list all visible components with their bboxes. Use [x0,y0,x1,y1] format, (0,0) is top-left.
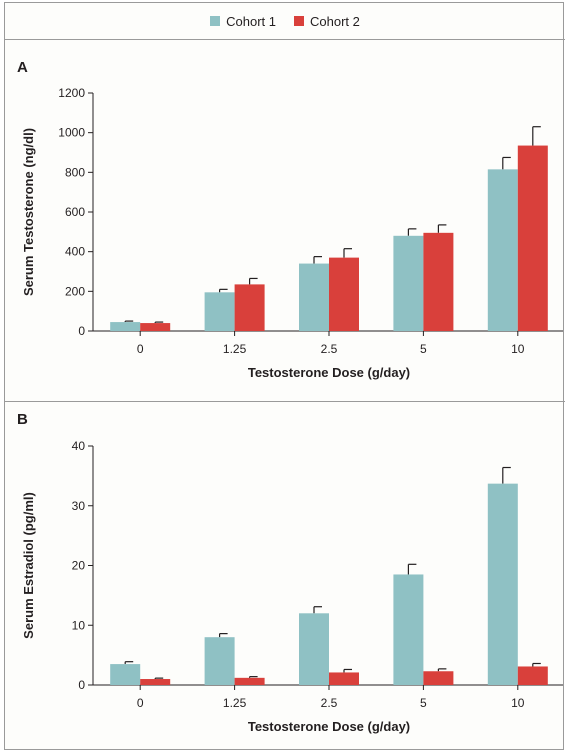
x-tick-label: 10 [511,696,525,710]
y-tick-label: 800 [65,165,85,179]
y-axis-label: Serum Testosterone (ng/dl) [21,128,36,296]
x-tick-label: 2.5 [321,342,338,356]
bar-cohort-2 [140,679,171,685]
bar-cohort-2 [329,672,359,685]
panel-label-b: B [17,411,28,428]
y-tick-label: 600 [65,205,85,219]
bar-cohort-2 [234,284,265,331]
bar-cohort-1 [487,169,518,331]
legend-item-cohort-2: Cohort 2 [294,14,360,29]
bar-cohort-1 [110,664,141,685]
legend-swatch-cohort-2 [294,16,304,26]
y-tick-label: 0 [78,678,85,692]
bar-cohort-1 [393,235,424,331]
x-axis-label: Testosterone Dose (g/day) [248,365,410,380]
panel-label-a: A [17,59,28,76]
x-tick-label: 5 [420,696,427,710]
x-tick-label: 10 [511,342,525,356]
bar-cohort-2 [329,257,359,331]
x-tick-label: 1.25 [223,696,247,710]
bar-cohort-1 [487,483,518,685]
x-tick-label: 2.5 [321,696,338,710]
bar-cohort-2 [517,666,548,685]
y-tick-label: 400 [65,245,85,259]
legend-item-cohort-1: Cohort 1 [210,14,276,29]
x-tick-label: 5 [420,342,427,356]
x-tick-label: 0 [137,342,144,356]
bar-cohort-2 [517,145,548,331]
x-axis-label: Testosterone Dose (g/day) [248,719,410,734]
bar-cohort-2 [423,671,454,685]
bar-cohort-2 [423,232,454,331]
legend-swatch-cohort-1 [210,16,221,26]
y-axis-label: Serum Estradiol (pg/ml) [21,492,36,639]
figure-frame: Cohort 1 Cohort 2 A 0 200 400 600 800 1000 120… [4,2,565,750]
x-tick-label: 0 [137,696,144,710]
bar-cohort-1 [299,613,329,685]
bar-cohort-1 [299,263,329,331]
y-tick-label: 1200 [58,86,85,100]
bar-cohort-2 [140,323,171,331]
chart-panel-b: 0 10 20 30 40 0 1.25 2.5 5 10 Testosterone Dose (g… [21,439,563,734]
bar-cohort-1 [204,637,235,685]
legend-label-cohort-2: Cohort 2 [310,13,360,29]
panel-divider [5,401,565,402]
y-tick-label: 0 [78,324,85,338]
y-tick-label: 200 [65,284,85,298]
legend-label-cohort-1: Cohort 1 [226,13,276,29]
y-tick-label: 1000 [58,126,85,140]
bar-cohort-2 [234,677,265,685]
y-tick-label: 20 [72,559,86,573]
y-tick-label: 30 [72,499,86,513]
bar-cohort-1 [393,574,424,685]
y-tick-label: 40 [72,439,86,453]
y-tick-label: 10 [72,618,86,632]
chart-panel-a: 0 200 400 600 800 1000 1200 0 1.25 2.5 5 10 Testoste… [21,86,563,380]
bar-cohort-1 [110,322,141,331]
x-tick-label: 1.25 [223,342,247,356]
legend: Cohort 1 Cohort 2 [5,3,565,40]
bar-cohort-1 [204,292,235,331]
